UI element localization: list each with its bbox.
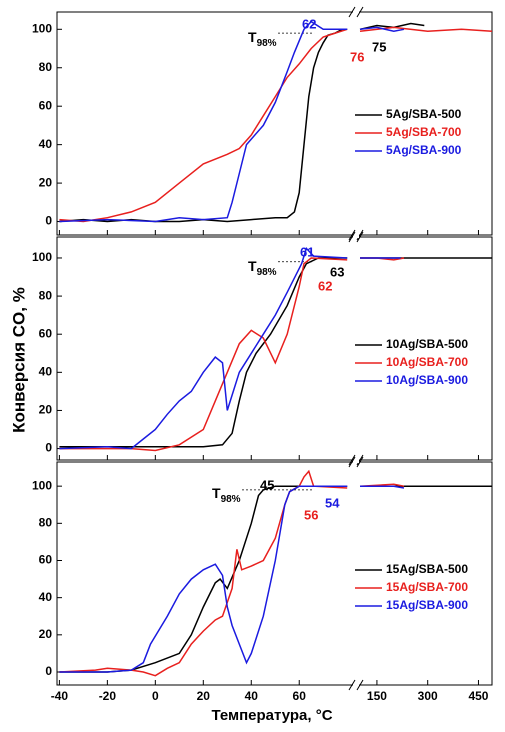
data-line: [59, 485, 405, 673]
x-tick-label: 300: [418, 689, 438, 703]
y-tick-label: 60: [39, 326, 53, 340]
y-tick-label: 0: [45, 664, 52, 678]
annotation: 76: [350, 49, 364, 64]
x-tick-label: -20: [99, 689, 117, 703]
axis-break: [356, 454, 364, 466]
legend-label: 15Ag/SBA-900: [386, 598, 468, 612]
x-tick-label: 0: [152, 689, 159, 703]
y-tick-label: 20: [39, 175, 53, 189]
plot-frame: [56, 236, 493, 461]
axis-break: [356, 6, 364, 18]
annotation: 56: [304, 507, 318, 522]
axis-break: [348, 231, 356, 243]
annotation: 63: [330, 264, 344, 279]
x-tick-label: 450: [468, 689, 488, 703]
axis-break: [348, 6, 356, 18]
axis-break: [348, 679, 356, 691]
annotation: 62: [302, 16, 316, 31]
plot-frame: [56, 11, 493, 236]
y-tick-label: 60: [39, 553, 53, 567]
t98-label: T98%: [248, 29, 277, 49]
t98-sub: 98%: [257, 267, 277, 278]
break-gap: [353, 461, 359, 463]
data-line: [59, 257, 405, 452]
axis-break: [348, 229, 356, 241]
legend-label: 5Ag/SBA-700: [386, 125, 462, 139]
data-line: [59, 257, 492, 448]
y-tick-label: 20: [39, 403, 53, 417]
annotation: 45: [260, 477, 274, 492]
annotation: 75: [372, 39, 386, 54]
y-tick-label: 60: [39, 98, 53, 112]
legend-label: 10Ag/SBA-900: [386, 373, 468, 387]
data-line: [59, 485, 492, 673]
y-tick-label: 100: [32, 21, 52, 35]
legend-label: 5Ag/SBA-500: [386, 107, 462, 121]
x-axis-label: Температура, °C: [211, 707, 332, 724]
legend-label: 10Ag/SBA-700: [386, 355, 468, 369]
break-gap: [353, 459, 359, 461]
legend-label: 5Ag/SBA-900: [386, 143, 462, 157]
axis-break: [356, 231, 364, 243]
t98-label: T98%: [248, 258, 277, 278]
y-tick-label: 20: [39, 627, 53, 641]
t98-main: T: [212, 485, 221, 501]
t98-label: T98%: [212, 485, 241, 505]
y-tick-label: 100: [32, 478, 52, 492]
y-tick-label: 0: [45, 214, 52, 228]
plot-frame: [56, 461, 493, 686]
break-gap: [353, 11, 359, 13]
data-line: [59, 22, 425, 223]
y-tick-label: 80: [39, 60, 53, 74]
annotation: 62: [318, 278, 332, 293]
break-gap: [353, 236, 359, 238]
x-tick-label: 40: [245, 689, 259, 703]
y-tick-label: 80: [39, 515, 53, 529]
break-gap: [353, 234, 359, 236]
t98-sub: 98%: [257, 38, 277, 49]
legend-label: 15Ag/SBA-700: [386, 580, 468, 594]
x-tick-label: 20: [197, 689, 211, 703]
axis-break: [348, 454, 356, 466]
y-tick-label: 40: [39, 137, 53, 151]
legend-label: 10Ag/SBA-500: [386, 337, 468, 351]
x-tick-label: 150: [367, 689, 387, 703]
x-tick-label: -40: [51, 689, 69, 703]
y-tick-label: 40: [39, 590, 53, 604]
data-line: [59, 20, 405, 223]
y-tick-label: 40: [39, 364, 53, 378]
t98-sub: 98%: [221, 494, 241, 505]
y-tick-label: 80: [39, 288, 53, 302]
data-line: [59, 246, 401, 450]
axis-break: [356, 229, 364, 241]
annotation: 61: [300, 244, 314, 259]
break-gap: [353, 684, 359, 686]
x-tick-label: 60: [293, 689, 307, 703]
axis-break: [348, 456, 356, 468]
axis-break: [356, 456, 364, 468]
t98-main: T: [248, 258, 257, 274]
legend-label: 15Ag/SBA-500: [386, 562, 468, 576]
axis-break: [356, 679, 364, 691]
t98-main: T: [248, 29, 257, 45]
annotation: 54: [325, 495, 340, 510]
y-axis-label: Конверсия CO, %: [9, 287, 28, 433]
y-tick-label: 100: [32, 250, 52, 264]
y-tick-label: 0: [45, 441, 52, 455]
